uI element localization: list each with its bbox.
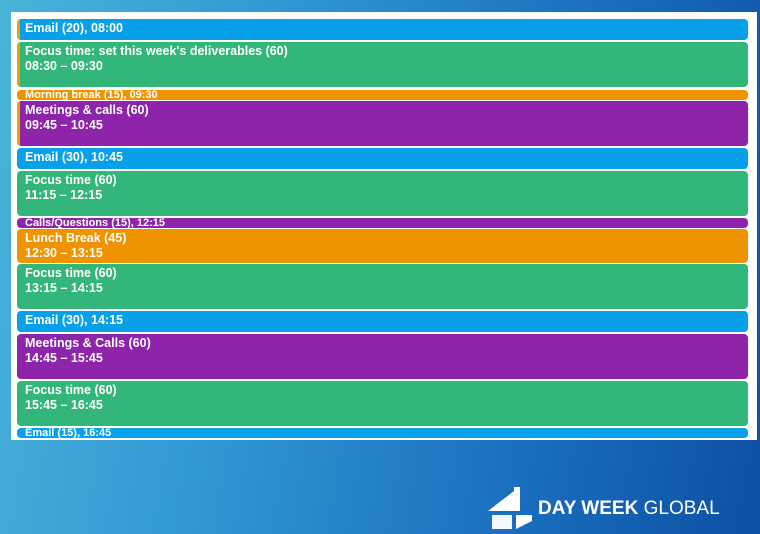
event-title: Email (30), 10:45 [25, 150, 123, 164]
event-email-1415[interactable]: Email (30), 14:15 [17, 311, 748, 332]
event-email-1045[interactable]: Email (30), 10:45 [17, 148, 748, 169]
logo-text-light: GLOBAL [643, 498, 720, 519]
event-accent [17, 19, 20, 40]
event-meetings-calls-afternoon[interactable]: Meetings & Calls (60) 14:45 – 15:45 [17, 334, 748, 379]
event-title: Focus time (60) [25, 266, 117, 280]
event-calls-questions[interactable]: Calls/Questions (15), 12:15 [17, 218, 748, 228]
event-title: Morning break (15), 09:30 [25, 90, 158, 100]
event-accent [17, 42, 20, 87]
event-morning-break[interactable]: Morning break (15), 09:30 [17, 90, 748, 100]
event-title: Email (20), 08:00 [25, 21, 123, 35]
event-title: Meetings & Calls (60) [25, 336, 151, 350]
event-focus-1315[interactable]: Focus time (60) 13:15 – 14:15 [17, 264, 748, 309]
event-title: Lunch Break (45) [25, 231, 127, 245]
event-focus-deliverables[interactable]: Focus time: set this week's deliverables… [17, 42, 748, 87]
event-accent [17, 101, 20, 146]
event-email-0800[interactable]: Email (20), 08:00 [17, 19, 748, 40]
event-title: Email (30), 14:15 [25, 313, 123, 327]
event-time: 11:15 – 12:15 [25, 188, 103, 202]
event-time: 14:45 – 15:45 [25, 351, 103, 365]
logo-text: DAY WEEK GLOBAL [538, 498, 720, 520]
event-time: 13:15 – 14:15 [25, 281, 103, 295]
event-time: 09:45 – 10:45 [25, 118, 103, 132]
event-focus-1115[interactable]: Focus time (60) 11:15 – 12:15 [17, 171, 748, 216]
event-title: Meetings & calls (60) [25, 103, 149, 117]
calendar-day-view: Email (20), 08:00 Focus time: set this w… [11, 12, 757, 440]
event-lunch-break[interactable]: Lunch Break (45) 12:30 – 13:15 [17, 229, 748, 263]
four-logo-icon [488, 487, 532, 529]
logo-text-bold: DAY WEEK [538, 498, 639, 519]
event-time: 15:45 – 16:45 [25, 398, 103, 412]
event-meetings-calls-morning[interactable]: Meetings & calls (60) 09:45 – 10:45 [17, 101, 748, 146]
event-title: Focus time (60) [25, 173, 117, 187]
event-title: Calls/Questions (15), 12:15 [25, 218, 165, 228]
event-title: Email (15), 16:45 [25, 428, 112, 438]
event-time: 12:30 – 13:15 [25, 246, 103, 260]
event-focus-1545[interactable]: Focus time (60) 15:45 – 16:45 [17, 381, 748, 426]
event-time: 08:30 – 09:30 [25, 59, 103, 73]
event-email-1645[interactable]: Email (15), 16:45 [17, 428, 748, 438]
event-title: Focus time (60) [25, 383, 117, 397]
event-title: Focus time: set this week's deliverables… [25, 44, 288, 58]
day-week-global-logo: DAY WEEK GLOBAL [488, 487, 720, 529]
